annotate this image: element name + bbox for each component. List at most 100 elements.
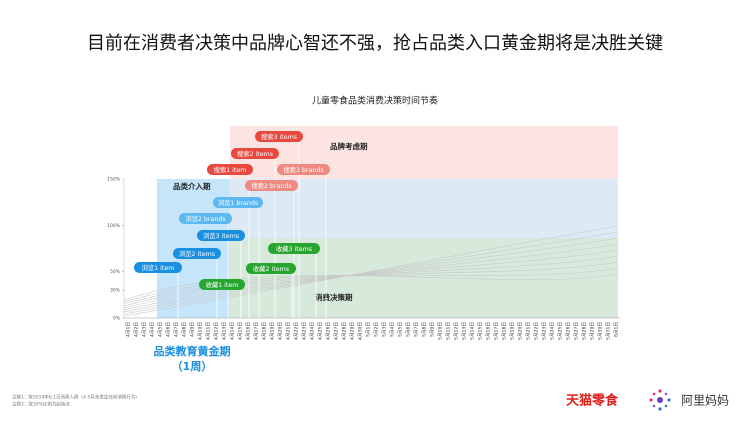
x-tick-label: 5月22日 (534, 322, 540, 340)
region-label: 品牌考虑期 (330, 141, 368, 151)
x-tick-label: 4月14日 (230, 322, 236, 340)
x-tick-label: 5月10日 (438, 322, 444, 340)
x-tick-label: 5月11日 (446, 322, 452, 340)
y-tick-label: 50% (110, 269, 121, 275)
x-tick-label: 4月4日 (150, 322, 156, 337)
annotation-pill (207, 164, 253, 175)
annotation-label: 浏览3 items (203, 231, 239, 240)
x-tick-label: 5月23日 (542, 322, 548, 340)
x-tick-label: 4月17日 (254, 322, 260, 340)
x-tick-label: 4月27日 (334, 322, 340, 340)
x-tick-label: 4月18日 (262, 322, 268, 340)
x-tick-label: 4月28日 (342, 322, 348, 340)
x-tick-label: 5月26日 (566, 322, 572, 340)
x-tick-label: 4月19日 (270, 322, 276, 340)
x-tick-label: 4月16日 (246, 322, 252, 340)
note: 注释2：取30%比例为起始点 (12, 401, 70, 408)
annotation-pill (246, 263, 296, 274)
trend-curve (123, 231, 619, 315)
annotation-pill (231, 148, 279, 159)
page-title: 目前在消费者决策中品牌心智还不强，抢占品类入口黄金期将是决胜关键 (87, 33, 663, 54)
x-tick-label: 5月15日 (478, 322, 484, 340)
x-tick-label: 4月3日 (142, 322, 148, 337)
trend-curve (123, 243, 619, 311)
y-tick-label: 150% (107, 177, 121, 183)
annotation-pill (277, 164, 330, 175)
x-tick-label: 5月1日 (366, 322, 372, 337)
annotation-label: 浏览1 item (142, 263, 175, 272)
y-tick-label: 100% (107, 223, 121, 229)
x-tick-label: 4月26日 (326, 322, 332, 340)
trend-curve (123, 249, 619, 309)
x-tick-label: 5月7日 (414, 322, 420, 337)
annotation-pill (179, 213, 232, 224)
annotation-label: 搜索3 brands (283, 165, 323, 174)
annotation-pill (134, 262, 182, 273)
trend-curve (123, 273, 619, 301)
x-tick-label: 5月2日 (374, 322, 380, 337)
annotation-label: 搜索1 item (214, 165, 247, 174)
note: 注释1：取2019年6.1日消费人群（4-5月未发生任何消费行为） (12, 394, 140, 401)
x-tick-label: 5月27日 (574, 322, 580, 340)
golden-period-label: （1周） (172, 360, 213, 373)
annotation-pill (197, 230, 245, 241)
logo-alimama: 阿里妈妈 (681, 394, 729, 408)
annotation-label: 浏览2 brands (185, 214, 225, 223)
x-tick-label: 5月6日 (406, 322, 412, 337)
y-tick-label: 0% (113, 316, 121, 322)
annotation-label: 搜索2 brands (251, 181, 291, 190)
logo-icon (649, 389, 671, 411)
x-tick-label: 5月29日 (590, 322, 596, 340)
region-label: 品类介入期 (173, 181, 211, 191)
annotation-pill (213, 197, 263, 208)
x-tick-label: 5月9日 (430, 322, 436, 337)
x-tick-label: 4月9日 (190, 322, 196, 337)
x-tick-label: 4月12日 (214, 322, 220, 340)
x-tick-label: 5月5日 (398, 322, 404, 337)
x-tick-label: 4月25日 (318, 322, 324, 340)
annotation-label: 浏览1 brands (218, 198, 258, 207)
x-tick-label: 4月29日 (350, 322, 356, 340)
trend-curve (123, 261, 619, 305)
x-tick-label: 4月11日 (206, 322, 212, 340)
x-tick-label: 5月28日 (582, 322, 588, 340)
x-tick-label: 5月30日 (598, 322, 604, 340)
x-tick-label: 4月1日 (126, 322, 132, 337)
x-tick-label: 5月31日 (606, 322, 612, 340)
annotation-pill (199, 279, 245, 290)
x-tick-label: 5月14日 (470, 322, 476, 340)
x-tick-label: 4月13日 (222, 322, 228, 340)
x-tick-label: 4月24日 (310, 322, 316, 340)
x-tick-label: 5月4日 (390, 322, 396, 337)
annotation-label: 浏览2 items (179, 249, 215, 258)
annotation-pill (268, 243, 320, 254)
x-tick-label: 5月3日 (382, 322, 388, 337)
golden-period-label: 品类教育黄金期 (154, 344, 231, 358)
x-tick-label: 4月2日 (134, 322, 140, 337)
x-tick-label: 5月25日 (558, 322, 564, 340)
x-tick-label: 5月19日 (510, 322, 516, 340)
x-tick-label: 5月21日 (526, 322, 532, 340)
annotation-pill (255, 131, 303, 142)
x-tick-label: 5月17日 (494, 322, 500, 340)
x-tick-label: 4月7日 (174, 322, 180, 337)
x-tick-label: 4月10日 (198, 322, 204, 340)
x-tick-label: 4月21日 (286, 322, 292, 340)
logo-tmall: 天猫零食 (566, 393, 619, 409)
x-tick-label: 5月18日 (502, 322, 508, 340)
x-tick-label: 4月23日 (302, 322, 308, 340)
x-tick-label: 4月20日 (278, 322, 284, 340)
annotation-label: 收藏2 items (253, 264, 289, 273)
annotation-label: 收藏3 items (276, 244, 312, 253)
x-tick-label: 4月5日 (158, 322, 164, 337)
x-tick-label: 5月8日 (422, 322, 428, 337)
trend-curve (123, 255, 619, 307)
x-tick-label: 4月30日 (358, 322, 364, 340)
chart-title: 儿童零食品类消费决策时间节奏 (312, 95, 438, 107)
trend-curve (123, 225, 619, 317)
trend-curve (123, 267, 619, 303)
x-tick-label: 5月13日 (462, 322, 468, 340)
annotation-pill (245, 180, 298, 191)
